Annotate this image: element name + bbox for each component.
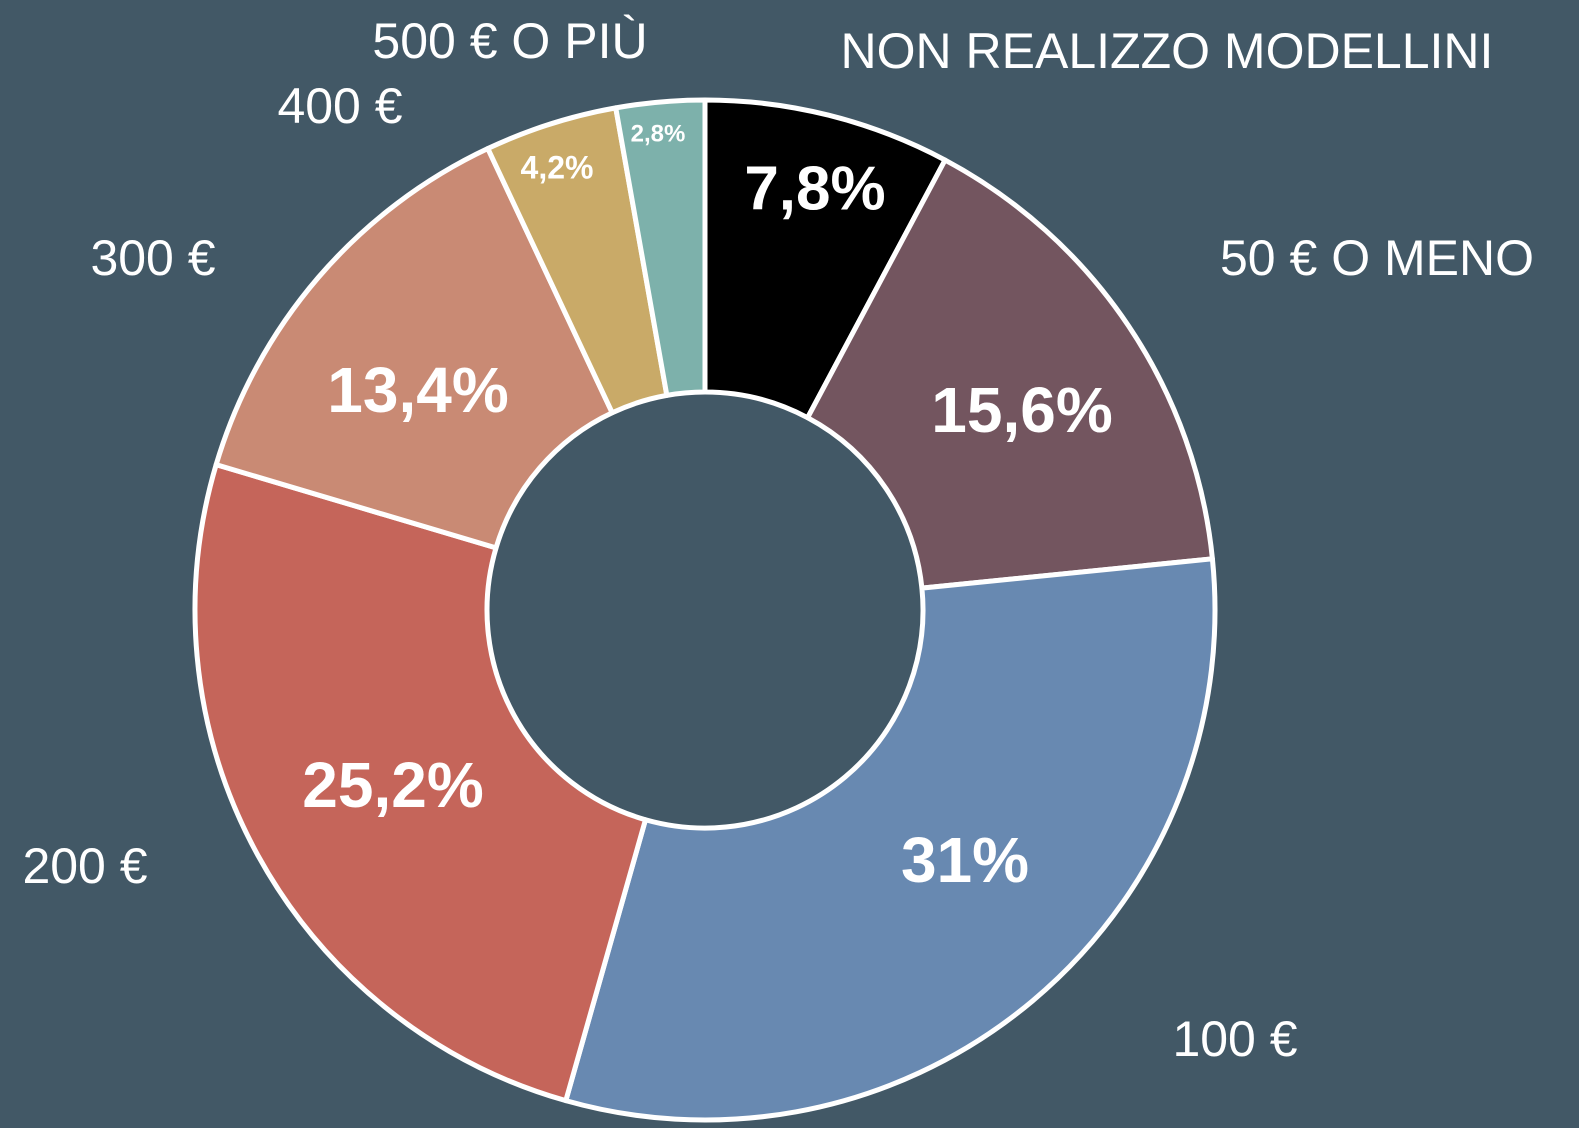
value-label: 4,2% bbox=[521, 149, 594, 185]
donut-slice bbox=[563, 556, 1218, 1123]
category-label: 400 € bbox=[277, 78, 402, 134]
value-label: 2,8% bbox=[631, 120, 686, 147]
category-label: NON REALIZZO MODELLINI bbox=[841, 23, 1494, 79]
category-label: 50 € O MENO bbox=[1220, 230, 1534, 286]
category-label: 100 € bbox=[1172, 1011, 1297, 1067]
category-label: 300 € bbox=[90, 230, 215, 286]
value-label: 31% bbox=[901, 824, 1029, 896]
category-label: 500 € O PIÙ bbox=[372, 13, 647, 69]
donut-slice bbox=[213, 146, 615, 551]
value-label: 15,6% bbox=[931, 374, 1112, 446]
value-label: 7,8% bbox=[744, 154, 885, 223]
category-label: 200 € bbox=[22, 838, 147, 894]
donut-slice bbox=[805, 157, 1215, 591]
donut-slice bbox=[702, 97, 948, 421]
value-label: 25,2% bbox=[302, 749, 483, 821]
donut-slice bbox=[613, 97, 708, 398]
value-label: 13,4% bbox=[327, 354, 508, 426]
donut-slice bbox=[192, 462, 648, 1104]
